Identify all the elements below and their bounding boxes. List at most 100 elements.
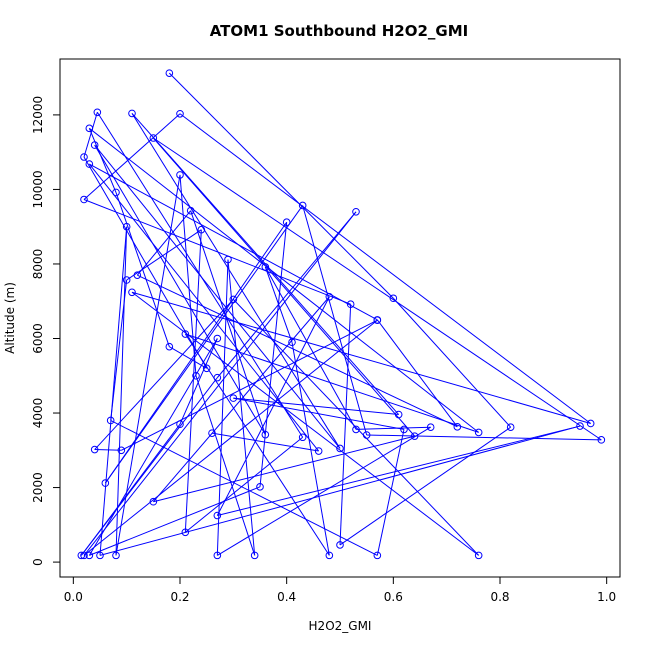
series-segment <box>94 144 266 435</box>
data-point <box>176 420 184 429</box>
series-segment <box>291 342 330 556</box>
series-segment <box>264 266 293 343</box>
data-point <box>373 316 382 324</box>
data-point <box>597 436 606 444</box>
series-segment <box>366 434 602 441</box>
data-point <box>197 225 206 234</box>
data-point <box>165 342 174 351</box>
data-point <box>176 171 184 179</box>
x-tick-label: 0.8 <box>490 590 509 604</box>
data-point <box>410 432 419 440</box>
data-point <box>213 511 222 520</box>
series-segment <box>217 425 581 516</box>
series-segment <box>264 266 357 430</box>
data-point <box>80 551 88 560</box>
data-point <box>352 207 360 216</box>
data-point <box>362 431 371 439</box>
data-point <box>256 483 264 491</box>
series-segment <box>190 210 266 435</box>
series-segment <box>211 432 319 452</box>
series-segment <box>179 338 218 425</box>
series-segment <box>137 274 458 428</box>
data-point <box>298 201 307 210</box>
series-segment <box>115 226 128 556</box>
series-segment <box>392 297 512 428</box>
series-segment <box>131 291 479 556</box>
series-segment <box>227 259 256 556</box>
data-point <box>181 528 190 537</box>
series-segment <box>99 425 581 556</box>
data-point <box>474 428 483 437</box>
series-segment <box>80 423 181 556</box>
series-segment <box>83 211 357 556</box>
series-segment <box>217 426 431 556</box>
data-point <box>149 134 158 142</box>
x-tick-label: 0.0 <box>64 590 83 604</box>
x-tick-label: 0.2 <box>170 590 189 604</box>
data-point <box>426 423 435 431</box>
data-point <box>400 425 408 434</box>
series-segment <box>376 319 458 428</box>
data-point <box>176 109 184 118</box>
data-point <box>90 445 99 454</box>
series-segment <box>153 137 602 441</box>
series-segment <box>355 426 431 430</box>
data-point <box>229 295 238 304</box>
data-point <box>224 255 232 264</box>
data-point <box>213 334 222 343</box>
series-segment <box>153 435 415 503</box>
data-point <box>133 271 142 279</box>
series-segment <box>126 229 202 281</box>
data-point <box>85 551 94 560</box>
data-point <box>122 276 131 284</box>
data-point <box>101 479 110 487</box>
data-point <box>394 410 403 419</box>
data-point <box>314 447 323 455</box>
series-segment <box>376 429 405 556</box>
series-segment <box>216 211 357 378</box>
series-segment <box>99 226 128 556</box>
data-point <box>298 433 307 442</box>
x-tick-label: 1.0 <box>597 590 616 604</box>
data-point <box>213 373 222 382</box>
data-point <box>112 188 120 197</box>
data-point <box>106 416 115 425</box>
data-point <box>186 206 195 215</box>
series-segment <box>88 163 320 452</box>
data-point <box>474 551 483 560</box>
y-tick-label: 2000 <box>31 472 45 503</box>
data-point <box>80 153 88 161</box>
data-point <box>80 195 88 204</box>
data-point <box>453 423 462 431</box>
series-segment <box>83 112 98 158</box>
series-segment <box>88 128 117 193</box>
data-point <box>389 294 398 303</box>
data-point <box>165 69 174 77</box>
data-point <box>117 446 126 455</box>
data-point <box>336 541 344 549</box>
y-axis-label: Altitude (m) <box>3 282 17 354</box>
data-point <box>181 330 190 338</box>
series-segment <box>185 333 479 433</box>
series-segment <box>179 174 197 376</box>
series-segment <box>94 449 122 451</box>
series-segment <box>179 113 591 424</box>
data-point <box>93 108 102 117</box>
data-point <box>229 394 238 402</box>
x-tick-label: 0.4 <box>277 590 296 604</box>
y-tick-label: 10000 <box>31 170 45 208</box>
data-point <box>128 288 136 297</box>
data-point <box>90 141 99 149</box>
x-axis: 0.0 0.2 0.4 0.6 0.8 1.0 <box>64 576 616 604</box>
data-point <box>261 430 270 439</box>
series-segment <box>83 199 351 305</box>
data-point <box>96 551 104 560</box>
data-point <box>261 263 270 271</box>
data-point <box>325 292 334 301</box>
data-point <box>192 371 200 380</box>
series-segment <box>83 156 208 369</box>
series-segment <box>185 436 303 533</box>
series-path <box>80 72 602 556</box>
data-point <box>85 160 94 168</box>
